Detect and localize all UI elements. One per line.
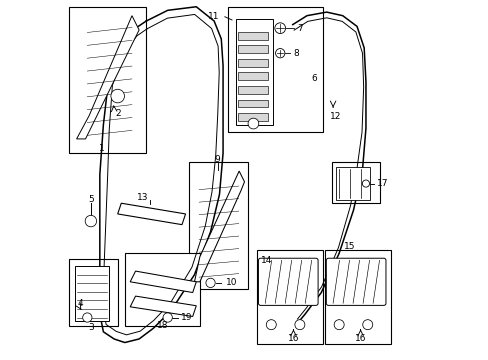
Circle shape: [82, 313, 92, 322]
Circle shape: [365, 323, 369, 327]
Circle shape: [251, 122, 255, 125]
Text: 8: 8: [293, 49, 299, 58]
Circle shape: [274, 23, 285, 33]
Circle shape: [87, 217, 94, 225]
Circle shape: [364, 321, 370, 328]
Bar: [75, 266, 108, 321]
Circle shape: [249, 120, 256, 127]
Circle shape: [335, 321, 342, 328]
Text: 12: 12: [329, 112, 341, 121]
Circle shape: [337, 323, 340, 327]
Circle shape: [208, 281, 212, 284]
Text: 10: 10: [225, 278, 237, 287]
Text: 7: 7: [297, 24, 303, 33]
Polygon shape: [130, 296, 196, 316]
Text: 18: 18: [156, 321, 168, 330]
Text: 1: 1: [99, 144, 104, 153]
Text: 5: 5: [88, 195, 94, 204]
Circle shape: [267, 321, 274, 328]
Bar: [238, 100, 268, 108]
Bar: [335, 167, 369, 200]
Bar: [238, 59, 268, 67]
Bar: [238, 86, 268, 94]
Circle shape: [362, 180, 369, 187]
Circle shape: [207, 280, 213, 286]
Bar: [238, 32, 268, 40]
Circle shape: [111, 89, 124, 103]
Circle shape: [166, 316, 169, 319]
Circle shape: [205, 278, 215, 288]
Circle shape: [115, 94, 120, 98]
Bar: [235, 19, 272, 125]
Bar: [324, 249, 390, 344]
Bar: [189, 162, 247, 289]
Bar: [228, 7, 323, 132]
Circle shape: [164, 315, 170, 320]
Circle shape: [247, 118, 258, 129]
Circle shape: [85, 215, 97, 227]
Circle shape: [266, 320, 276, 330]
Bar: [238, 45, 268, 53]
Polygon shape: [130, 271, 196, 293]
Circle shape: [362, 320, 372, 330]
Text: 6: 6: [311, 74, 316, 83]
Circle shape: [163, 313, 172, 322]
Circle shape: [89, 219, 93, 223]
Text: 4: 4: [77, 299, 83, 308]
Text: 3: 3: [88, 323, 94, 332]
Circle shape: [298, 323, 301, 327]
Circle shape: [333, 320, 344, 330]
Text: 15: 15: [344, 242, 355, 251]
Bar: [69, 258, 118, 327]
FancyBboxPatch shape: [258, 258, 317, 305]
Circle shape: [85, 316, 89, 319]
Text: 13: 13: [137, 193, 148, 202]
Circle shape: [113, 92, 122, 100]
Polygon shape: [118, 203, 185, 225]
Text: 16: 16: [354, 334, 366, 343]
Circle shape: [296, 321, 303, 328]
Text: 19: 19: [181, 313, 192, 322]
Bar: [124, 253, 200, 327]
Polygon shape: [77, 16, 139, 139]
Circle shape: [269, 323, 272, 327]
Bar: [69, 7, 146, 153]
Circle shape: [275, 49, 285, 58]
FancyBboxPatch shape: [325, 258, 385, 305]
Circle shape: [294, 320, 304, 330]
Bar: [238, 113, 268, 121]
Circle shape: [84, 315, 90, 320]
Text: 11: 11: [208, 12, 220, 21]
Text: 14: 14: [260, 256, 271, 265]
Text: 17: 17: [376, 179, 387, 188]
Text: 16: 16: [287, 334, 299, 343]
Text: 2: 2: [115, 109, 120, 118]
Bar: [257, 249, 323, 344]
Polygon shape: [194, 171, 244, 282]
Bar: [238, 72, 268, 80]
Text: 9: 9: [214, 155, 220, 164]
Bar: [331, 162, 380, 203]
